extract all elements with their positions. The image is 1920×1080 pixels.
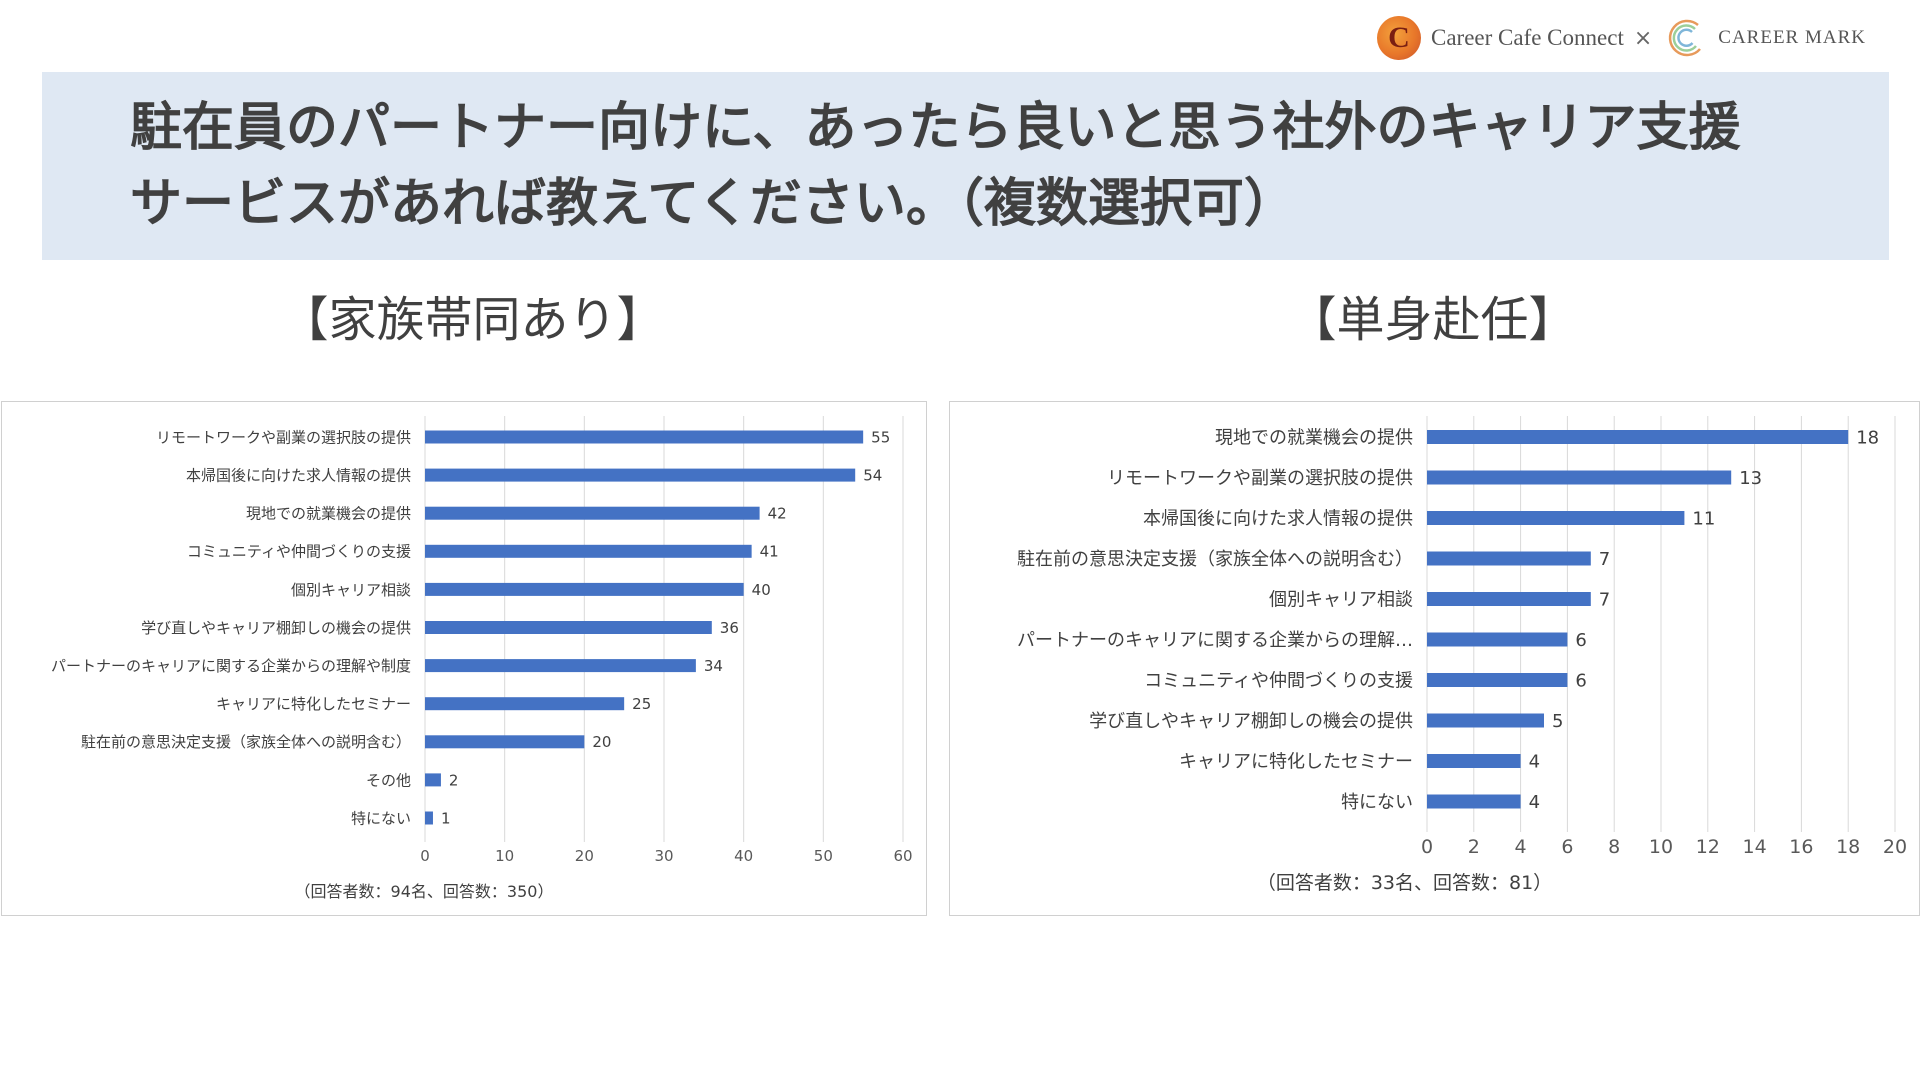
data-label: 42: [768, 505, 787, 523]
category-label: 駐在前の意思決定支援（家族全体への説明含む）: [81, 733, 411, 751]
x-tick-label: 2: [1468, 836, 1480, 858]
category-label: パートナーのキャリアに関する企業からの理解…: [1017, 630, 1413, 651]
data-label: 7: [1599, 589, 1610, 610]
chart-family: 0 10 20 30 40 50 60 リモートワークや副業の選択肢の提供 55 本帰国後に向けた…: [1, 401, 927, 916]
x-tick-label: 6: [1561, 836, 1573, 858]
chart-single: 0 2 4 6 8 10 12 14 16 18 20 現地での就業機会の提供 18 リモートワークや副業…: [949, 401, 1920, 916]
category-label: 個別キャリア相談: [291, 581, 411, 599]
x-tick-label: 20: [1883, 836, 1907, 858]
chart-single-plot: 0 2 4 6 8 10 12 14 16 18 20 現地での就業機会の提供 18 リモートワークや副業…: [1017, 416, 1907, 858]
x-tick-label: 14: [1743, 836, 1767, 858]
category-label: 現地での就業機会の提供: [1215, 427, 1413, 448]
chart-family-note: （回答者数：94名、回答数：350）: [294, 882, 554, 901]
brand-name-left: Career Cafe Connect: [1430, 25, 1624, 50]
title-banner: 駐在員のパートナー向けに、あったら良いと思う社外のキャリア支援 サービスがあれば…: [42, 72, 1889, 260]
data-label: 11: [1692, 508, 1715, 529]
category-label: 学び直しやキャリア棚卸しの機会の提供: [141, 619, 411, 637]
category-label: 学び直しやキャリア棚卸しの機会の提供: [1089, 711, 1413, 732]
data-label: 6: [1575, 670, 1586, 691]
chart-heading-family: 【家族帯同あり】: [280, 292, 665, 348]
category-label: パートナーのキャリアに関する企業からの理解や制度: [51, 657, 411, 675]
bar: [1427, 551, 1591, 566]
bar: [1427, 632, 1568, 647]
chart-family-plot: 0 10 20 30 40 50 60 リモートワークや副業の選択肢の提供 55 本帰国後に向けた…: [51, 416, 913, 865]
category-label: リモートワークや副業の選択肢の提供: [1107, 468, 1413, 489]
category-label: 駐在前の意思決定支援（家族全体への説明含む）: [1017, 549, 1413, 570]
career-mark-logo-icon: [1669, 19, 1702, 57]
category-label: 本帰国後に向けた求人情報の提供: [1143, 508, 1413, 529]
bar: [1427, 592, 1591, 606]
category-label: 特にない: [351, 809, 411, 827]
data-label: 54: [863, 467, 882, 485]
data-label: 40: [752, 581, 771, 599]
x-tick-label: 18: [1836, 836, 1860, 858]
page-title-line-1: 駐在員のパートナー向けに、あったら良いと思う社外のキャリア支援: [130, 98, 1741, 158]
bar: [1427, 511, 1685, 525]
x-tick-label: 8: [1608, 836, 1620, 858]
category-label: 本帰国後に向けた求人情報の提供: [186, 467, 411, 485]
category-label: コミュニティや仲間づくりの支援: [187, 543, 411, 561]
chart-heading-single: 【単身赴任】: [1288, 292, 1577, 348]
data-label: 4: [1529, 751, 1540, 772]
category-label: 現地での就業機会の提供: [246, 505, 411, 523]
x-tick-label: 40: [734, 847, 753, 865]
category-label: キャリアに特化したセミナー: [216, 695, 411, 713]
data-label: 1: [441, 809, 451, 827]
data-label: 5: [1552, 711, 1563, 732]
brand-header: C Career Cafe Connect × CAREER MARK: [1376, 12, 1866, 64]
data-label: 13: [1739, 468, 1762, 489]
brand-separator: ×: [1633, 25, 1653, 51]
bar: [425, 544, 752, 558]
data-label: 6: [1575, 630, 1586, 651]
data-label: 2: [449, 771, 459, 789]
x-tick-label: 12: [1696, 836, 1720, 858]
x-tick-label: 50: [814, 847, 833, 865]
bar: [1427, 470, 1732, 485]
page-title-line-2: サービスがあれば教えてください。（複数選択可）: [130, 174, 1296, 234]
data-label: 4: [1529, 792, 1540, 813]
x-tick-label: 16: [1789, 836, 1813, 858]
bar: [425, 582, 744, 596]
bar: [425, 735, 585, 749]
x-tick-label: 4: [1515, 836, 1527, 858]
bar: [425, 430, 864, 444]
bar: [425, 659, 696, 673]
category-label: 特にない: [1341, 792, 1413, 813]
career-cafe-connect-logo-icon: C: [1376, 16, 1421, 60]
data-label: 7: [1599, 549, 1610, 570]
x-tick-label: 60: [893, 847, 912, 865]
x-tick-label: 0: [1421, 836, 1433, 858]
bar: [425, 773, 441, 787]
data-label: 18: [1856, 427, 1879, 448]
data-label: 34: [704, 657, 723, 675]
page-title: 駐在員のパートナー向けに、あったら良いと思う社外のキャリア支援 サービスがあれば…: [130, 90, 1850, 242]
category-label: 個別キャリア相談: [1269, 589, 1413, 610]
x-tick-label: 10: [1649, 836, 1673, 858]
bar: [425, 697, 625, 711]
x-tick-label: 0: [420, 847, 430, 865]
x-tick-label: 30: [654, 847, 673, 865]
category-label: コミュニティや仲間づくりの支援: [1144, 670, 1413, 691]
x-tick-label: 10: [495, 847, 514, 865]
bar: [1427, 673, 1568, 687]
bar: [1427, 794, 1521, 809]
x-tick-label: 20: [575, 847, 594, 865]
category-label: リモートワークや副業の選択肢の提供: [156, 428, 411, 446]
bar: [425, 506, 760, 520]
data-label: 41: [760, 543, 779, 561]
brand-name-right: CAREER MARK: [1718, 27, 1866, 48]
category-label: その他: [366, 771, 411, 789]
category-label: キャリアに特化したセミナー: [1179, 751, 1413, 772]
data-label: 36: [720, 619, 739, 637]
bar: [425, 811, 433, 825]
bar: [1427, 754, 1521, 768]
bar: [1427, 430, 1849, 444]
bar: [425, 468, 856, 482]
bar: [425, 621, 712, 634]
data-label: 25: [632, 695, 651, 713]
data-label: 20: [592, 733, 611, 751]
chart-single-note: （回答者数：33名、回答数：81）: [1256, 872, 1553, 894]
bar: [1427, 713, 1544, 728]
data-label: 55: [871, 428, 890, 446]
